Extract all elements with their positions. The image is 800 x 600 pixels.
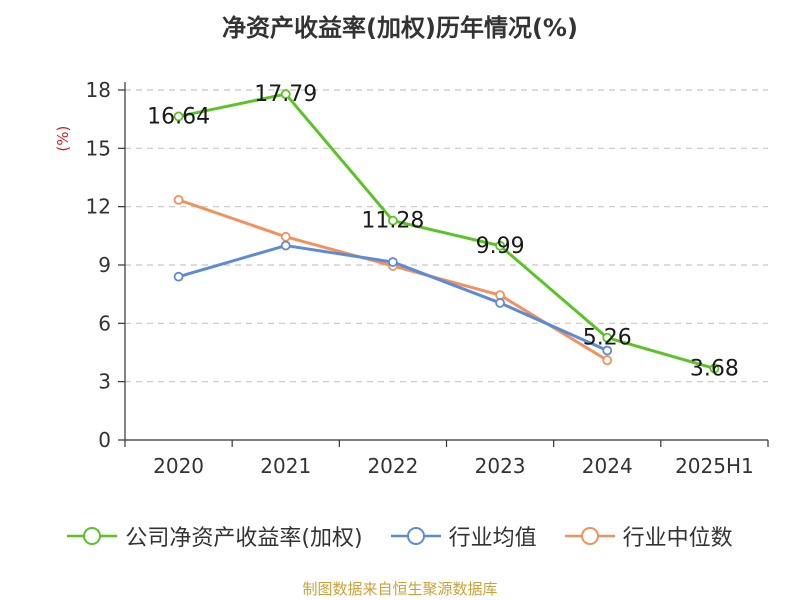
x-tick-label: 2025H1 bbox=[675, 454, 754, 478]
data-point bbox=[173, 271, 184, 282]
x-tick-label: 2022 bbox=[367, 454, 418, 478]
data-point bbox=[602, 355, 613, 366]
y-tick-label: 9 bbox=[98, 253, 111, 277]
data-point bbox=[495, 240, 505, 251]
legend-line-circle-icon bbox=[67, 527, 118, 545]
y-tick-label: 18 bbox=[86, 78, 111, 102]
y-axis-label: (%) bbox=[54, 126, 72, 152]
data-point bbox=[280, 231, 291, 242]
x-tick-label: 2020 bbox=[153, 454, 204, 478]
y-tick-label: 12 bbox=[86, 195, 111, 219]
series-lines bbox=[173, 89, 720, 374]
y-tick-label: 6 bbox=[98, 311, 111, 335]
data-point bbox=[173, 111, 184, 122]
legend-line-circle-icon bbox=[390, 527, 441, 545]
data-point bbox=[602, 332, 613, 343]
legend-item[interactable]: 行业均值 bbox=[390, 520, 537, 552]
data-point bbox=[495, 298, 505, 308]
axes: 0 3 6 9 12 15 18 2020 2021 2022 2023 2024 2025H1 (%) bbox=[54, 78, 769, 478]
legend-label: 行业均值 bbox=[448, 526, 537, 551]
grid-lines bbox=[125, 89, 768, 383]
data-point bbox=[173, 194, 184, 205]
x-tick-label: 2023 bbox=[475, 454, 526, 478]
x-tick-label: 2024 bbox=[582, 454, 633, 478]
data-label: 9.99 bbox=[476, 234, 525, 259]
data-point bbox=[388, 215, 398, 226]
data-label: 17.79 bbox=[254, 82, 317, 107]
data-point bbox=[388, 257, 398, 267]
y-tick-label: 0 bbox=[98, 428, 111, 452]
legend-label: 行业中位数 bbox=[622, 526, 733, 551]
series-line bbox=[177, 92, 716, 370]
legend-label: 公司净资产收益率(加权) bbox=[125, 526, 363, 551]
x-tick-label: 2021 bbox=[260, 454, 311, 478]
data-label: 3.68 bbox=[690, 356, 739, 381]
data-point bbox=[280, 89, 291, 99]
legend-item[interactable]: 行业中位数 bbox=[564, 520, 733, 552]
data-label: 5.26 bbox=[583, 326, 632, 351]
source-note: 制图数据来自恒生聚源数据库 bbox=[302, 580, 498, 598]
legend-item[interactable]: 公司净资产收益率(加权) bbox=[67, 520, 363, 552]
data-point bbox=[709, 363, 720, 374]
data-point bbox=[280, 240, 291, 251]
legend-line-circle-icon bbox=[564, 527, 615, 545]
data-point bbox=[495, 290, 505, 301]
y-tick-label: 15 bbox=[86, 136, 111, 160]
chart-title: 净资产收益率(加权)历年情况(%) bbox=[222, 14, 578, 42]
data-label: 16.64 bbox=[147, 104, 210, 129]
data-point bbox=[602, 345, 613, 356]
data-labels: 16.64 17.79 11.28 9.99 5.26 3.68 bbox=[147, 82, 739, 381]
data-label: 11.28 bbox=[361, 209, 424, 234]
y-tick-label: 3 bbox=[98, 370, 111, 394]
legend: 公司净资产收益率(加权) 行业均值 行业中位数 bbox=[0, 518, 800, 554]
